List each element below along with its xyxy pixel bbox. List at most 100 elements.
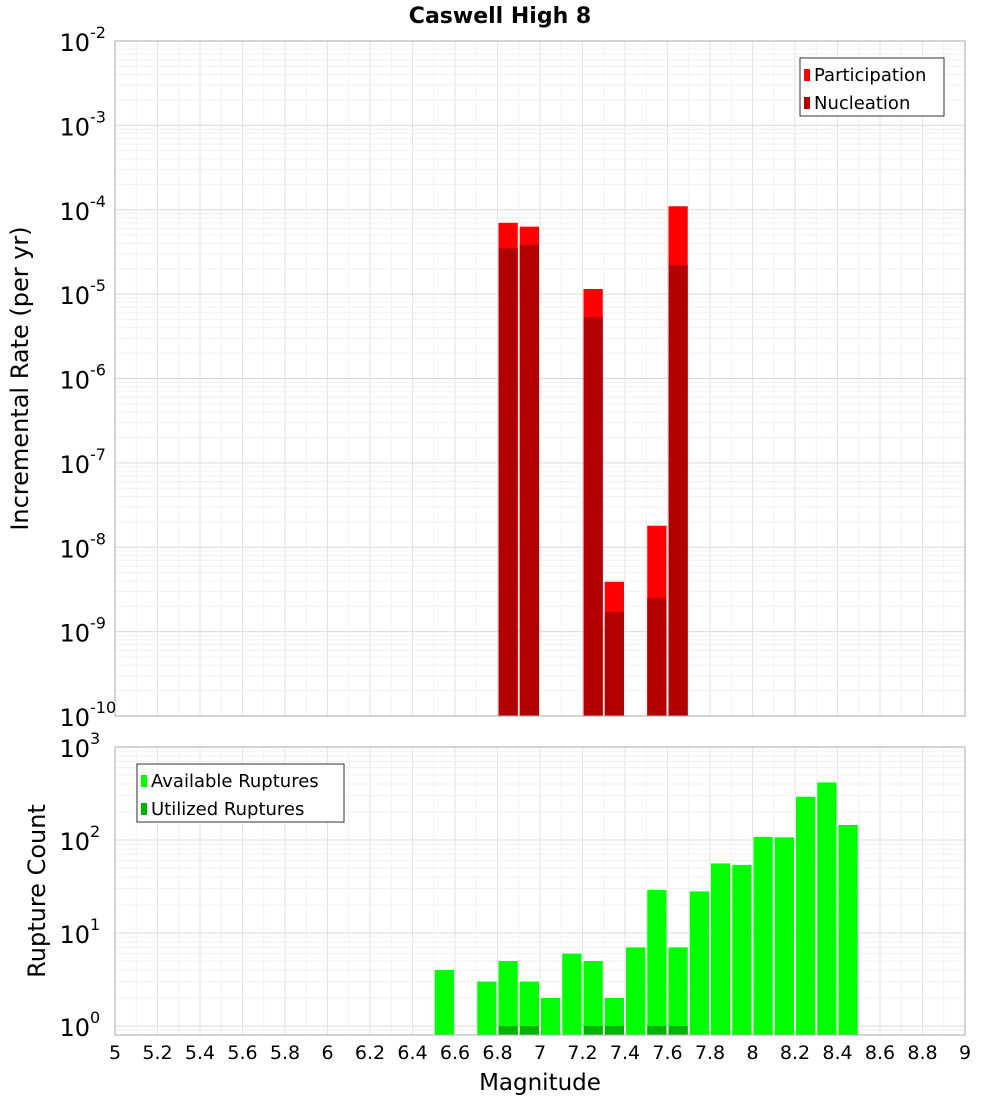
x-axis-label: Magnitude <box>479 1070 601 1096</box>
y-tick-exponent: -7 <box>90 445 106 464</box>
x-tick-label: 7 <box>534 1042 546 1064</box>
legend-box <box>799 57 945 117</box>
x-tick-label: 7.8 <box>695 1042 725 1064</box>
bar <box>604 997 624 1035</box>
y-tick-exponent: -8 <box>90 529 106 548</box>
bar <box>647 1025 667 1035</box>
y-tick-label: 10 -5 <box>59 276 106 310</box>
bar <box>498 960 518 1035</box>
y-tick-exponent: -6 <box>90 361 106 380</box>
bar <box>838 824 858 1035</box>
legend-swatch <box>141 775 147 787</box>
y-tick-label: 10 -6 <box>59 361 106 395</box>
y-tick-exponent: 3 <box>90 729 100 748</box>
y-tick-exponent: -5 <box>90 276 106 295</box>
y-tick-exponent: -3 <box>90 107 106 126</box>
bar <box>668 947 688 1035</box>
bar <box>817 782 837 1035</box>
bar <box>647 598 667 716</box>
y-tick-base: 10 <box>59 735 90 763</box>
legend-swatch <box>804 69 810 81</box>
y-tick-label: 10 -9 <box>59 614 106 648</box>
y-tick-label: 10 -7 <box>59 445 106 479</box>
legend-swatch <box>804 97 810 109</box>
legend-box <box>136 763 345 823</box>
y-tick-base: 10 <box>59 198 90 226</box>
y-tick-base: 10 <box>59 29 90 57</box>
bar <box>519 1025 539 1035</box>
x-tick-label: 6.6 <box>440 1042 470 1064</box>
bar <box>477 981 497 1035</box>
y-tick-exponent: -9 <box>90 614 106 633</box>
y-tick-base: 10 <box>59 367 90 395</box>
x-tick-label: 6.2 <box>355 1042 385 1064</box>
bar <box>668 1025 688 1035</box>
legend: Available Ruptures Utilized Ruptures <box>136 763 345 823</box>
y-tick-label: 10 -8 <box>59 529 106 563</box>
legend-swatch <box>141 803 147 815</box>
grid-lines <box>114 41 966 717</box>
y-axis-label: Rupture Count <box>23 804 51 978</box>
bar <box>753 836 773 1035</box>
bar <box>519 981 539 1035</box>
bar <box>647 889 667 1035</box>
legend-label: Available Ruptures <box>151 771 319 792</box>
y-tick-base: 10 <box>59 1014 90 1042</box>
legend-label: Utilized Ruptures <box>151 799 304 820</box>
legend-label: Participation <box>814 65 926 86</box>
x-tick-label: 5.2 <box>142 1042 172 1064</box>
y-tick-exponent: 2 <box>90 822 100 841</box>
bar <box>774 837 794 1035</box>
bar <box>519 245 539 717</box>
bar <box>711 863 731 1035</box>
y-tick-label: 10 -4 <box>59 192 106 226</box>
y-tick-label: 10 -2 <box>59 23 106 57</box>
y-tick-exponent: -4 <box>90 192 106 211</box>
x-tick-label: 8.4 <box>822 1042 852 1064</box>
y-tick-base: 10 <box>59 113 90 141</box>
x-tick-label: 7.6 <box>652 1042 682 1064</box>
x-tick-label: 6.4 <box>397 1042 427 1064</box>
series-utilized-ruptures <box>498 1025 688 1035</box>
bar <box>541 997 561 1035</box>
x-tick-label: 7.4 <box>610 1042 640 1064</box>
bar <box>668 265 688 716</box>
y-tick-base: 10 <box>59 451 90 479</box>
y-tick-exponent: -10 <box>90 698 116 717</box>
bar <box>583 960 603 1035</box>
y-tick-base: 10 <box>59 620 90 648</box>
series-available-ruptures <box>434 782 858 1035</box>
x-tick-label: 5.4 <box>185 1042 215 1064</box>
y-tick-exponent: -2 <box>90 23 106 42</box>
y-tick-base: 10 <box>59 828 90 856</box>
y-tick-label: 10 -10 <box>59 698 116 732</box>
x-tick-label: 8.6 <box>865 1042 895 1064</box>
x-tick-label: 5.8 <box>270 1042 300 1064</box>
x-tick-label: 6 <box>321 1042 333 1064</box>
bar <box>583 317 603 716</box>
x-tick-label: 8.8 <box>907 1042 937 1064</box>
y-axis-label: Incremental Rate (per yr) <box>6 226 34 530</box>
x-tick-label: 6.8 <box>482 1042 512 1064</box>
x-tick-label: 8.2 <box>780 1042 810 1064</box>
bar <box>796 796 816 1035</box>
y-tick-label: 10 1 <box>59 915 100 949</box>
chart-title: Caswell High 8 <box>409 4 591 29</box>
bar <box>689 891 709 1035</box>
bar <box>498 1025 518 1035</box>
y-tick-label: 10 2 <box>59 822 100 856</box>
y-tick-exponent: 0 <box>90 1008 100 1027</box>
plot-frame <box>114 40 966 717</box>
bar <box>604 612 624 716</box>
x-tick-label: 8 <box>746 1042 758 1064</box>
y-tick-label: 10 0 <box>59 1008 100 1042</box>
bar <box>626 947 646 1035</box>
plot-frame <box>114 746 966 1036</box>
legend-label: Nucleation <box>814 93 910 114</box>
x-tick-label: 9 <box>959 1042 971 1064</box>
bar <box>498 248 518 717</box>
bar <box>732 864 752 1035</box>
